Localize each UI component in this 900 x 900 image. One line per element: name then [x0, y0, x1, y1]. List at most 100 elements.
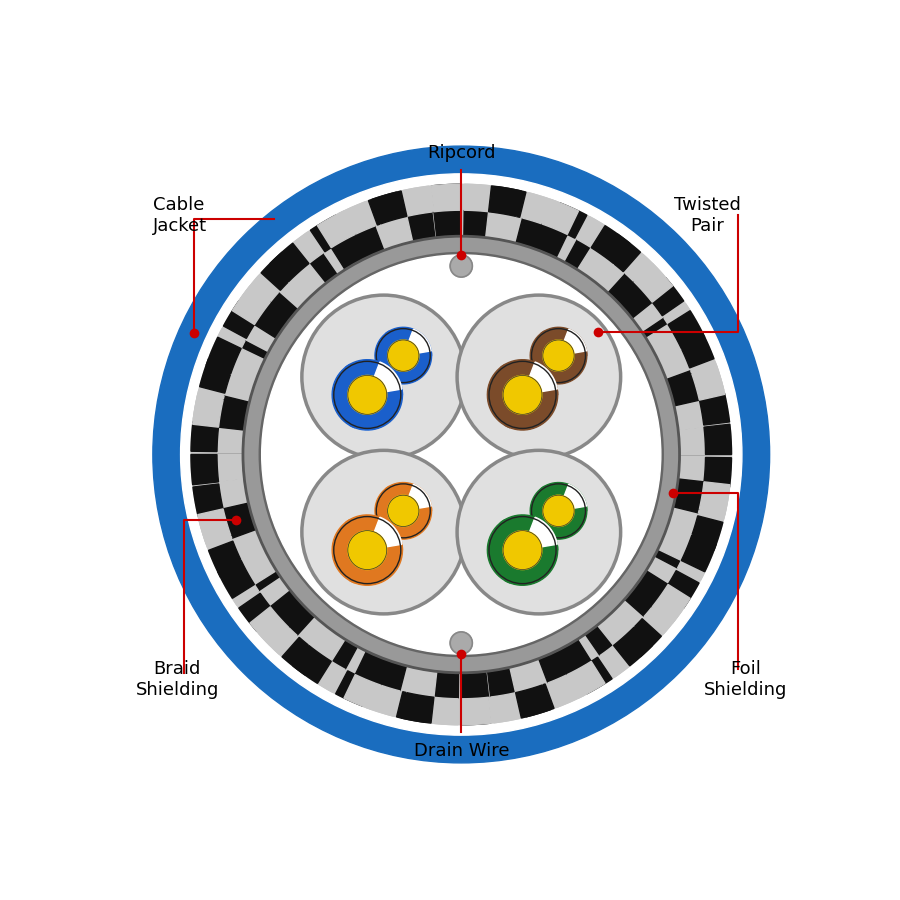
Polygon shape — [206, 338, 241, 374]
Polygon shape — [302, 254, 338, 290]
Circle shape — [376, 328, 430, 382]
Polygon shape — [292, 645, 331, 683]
Polygon shape — [668, 310, 705, 348]
Polygon shape — [219, 481, 248, 510]
Polygon shape — [514, 660, 545, 692]
Polygon shape — [692, 365, 724, 400]
Polygon shape — [540, 328, 587, 356]
Polygon shape — [355, 550, 390, 585]
Polygon shape — [699, 482, 730, 515]
Polygon shape — [643, 319, 678, 353]
Polygon shape — [209, 541, 244, 577]
Polygon shape — [281, 272, 317, 308]
Polygon shape — [678, 544, 713, 580]
Polygon shape — [332, 519, 367, 583]
Polygon shape — [350, 226, 383, 260]
Polygon shape — [332, 368, 367, 400]
Circle shape — [532, 484, 586, 538]
Polygon shape — [393, 511, 421, 539]
Polygon shape — [194, 390, 224, 422]
Circle shape — [376, 484, 430, 538]
Polygon shape — [664, 303, 700, 341]
Polygon shape — [225, 368, 257, 400]
Polygon shape — [578, 217, 615, 254]
Circle shape — [334, 361, 400, 428]
Polygon shape — [389, 351, 432, 384]
Polygon shape — [309, 626, 345, 662]
Polygon shape — [255, 302, 291, 338]
Polygon shape — [530, 486, 559, 537]
Polygon shape — [385, 482, 432, 511]
Polygon shape — [406, 212, 435, 242]
Polygon shape — [567, 662, 605, 698]
Polygon shape — [308, 655, 345, 692]
Circle shape — [489, 361, 556, 428]
Polygon shape — [488, 667, 517, 697]
Polygon shape — [614, 627, 652, 666]
Polygon shape — [332, 364, 367, 427]
Circle shape — [543, 340, 574, 372]
Circle shape — [489, 517, 556, 583]
Polygon shape — [551, 203, 587, 238]
Polygon shape — [493, 186, 526, 217]
Polygon shape — [344, 675, 381, 709]
Polygon shape — [704, 457, 732, 487]
Polygon shape — [375, 334, 403, 360]
Polygon shape — [666, 371, 698, 402]
Polygon shape — [300, 618, 335, 653]
Polygon shape — [310, 215, 347, 252]
Polygon shape — [247, 316, 282, 351]
Polygon shape — [505, 389, 558, 430]
Circle shape — [532, 328, 586, 382]
Polygon shape — [542, 200, 579, 234]
Polygon shape — [704, 424, 732, 454]
Polygon shape — [241, 549, 276, 584]
Polygon shape — [232, 286, 270, 325]
Circle shape — [450, 632, 472, 654]
Polygon shape — [393, 356, 421, 384]
Polygon shape — [332, 523, 367, 555]
Polygon shape — [356, 652, 389, 685]
Polygon shape — [233, 532, 266, 565]
Circle shape — [388, 495, 418, 526]
Polygon shape — [690, 362, 724, 396]
Text: Braid
Shielding: Braid Shielding — [135, 661, 219, 699]
Circle shape — [243, 236, 680, 673]
Text: Foil
Shielding: Foil Shielding — [704, 661, 788, 699]
Polygon shape — [224, 507, 256, 538]
Polygon shape — [602, 234, 641, 272]
Polygon shape — [217, 425, 245, 452]
Polygon shape — [403, 484, 431, 511]
Polygon shape — [210, 328, 245, 365]
Polygon shape — [679, 332, 714, 368]
Polygon shape — [401, 693, 434, 723]
Polygon shape — [345, 360, 402, 395]
Polygon shape — [698, 487, 729, 519]
Polygon shape — [544, 506, 587, 539]
Polygon shape — [608, 274, 644, 310]
Polygon shape — [218, 561, 255, 599]
Polygon shape — [625, 580, 661, 616]
Polygon shape — [230, 348, 265, 382]
Polygon shape — [367, 518, 402, 550]
Polygon shape — [699, 393, 730, 425]
Circle shape — [191, 184, 732, 725]
Polygon shape — [606, 601, 642, 637]
Polygon shape — [562, 635, 598, 670]
Polygon shape — [575, 657, 612, 694]
Polygon shape — [523, 362, 557, 395]
Circle shape — [347, 531, 387, 570]
Polygon shape — [318, 211, 356, 248]
Polygon shape — [487, 368, 523, 400]
Polygon shape — [530, 334, 559, 360]
Polygon shape — [591, 226, 630, 264]
Polygon shape — [262, 292, 298, 328]
Polygon shape — [674, 479, 704, 508]
Polygon shape — [541, 227, 575, 261]
Polygon shape — [500, 360, 558, 395]
Polygon shape — [234, 341, 268, 374]
Polygon shape — [284, 232, 322, 270]
Polygon shape — [559, 484, 587, 511]
Polygon shape — [600, 639, 638, 677]
Circle shape — [334, 517, 400, 583]
